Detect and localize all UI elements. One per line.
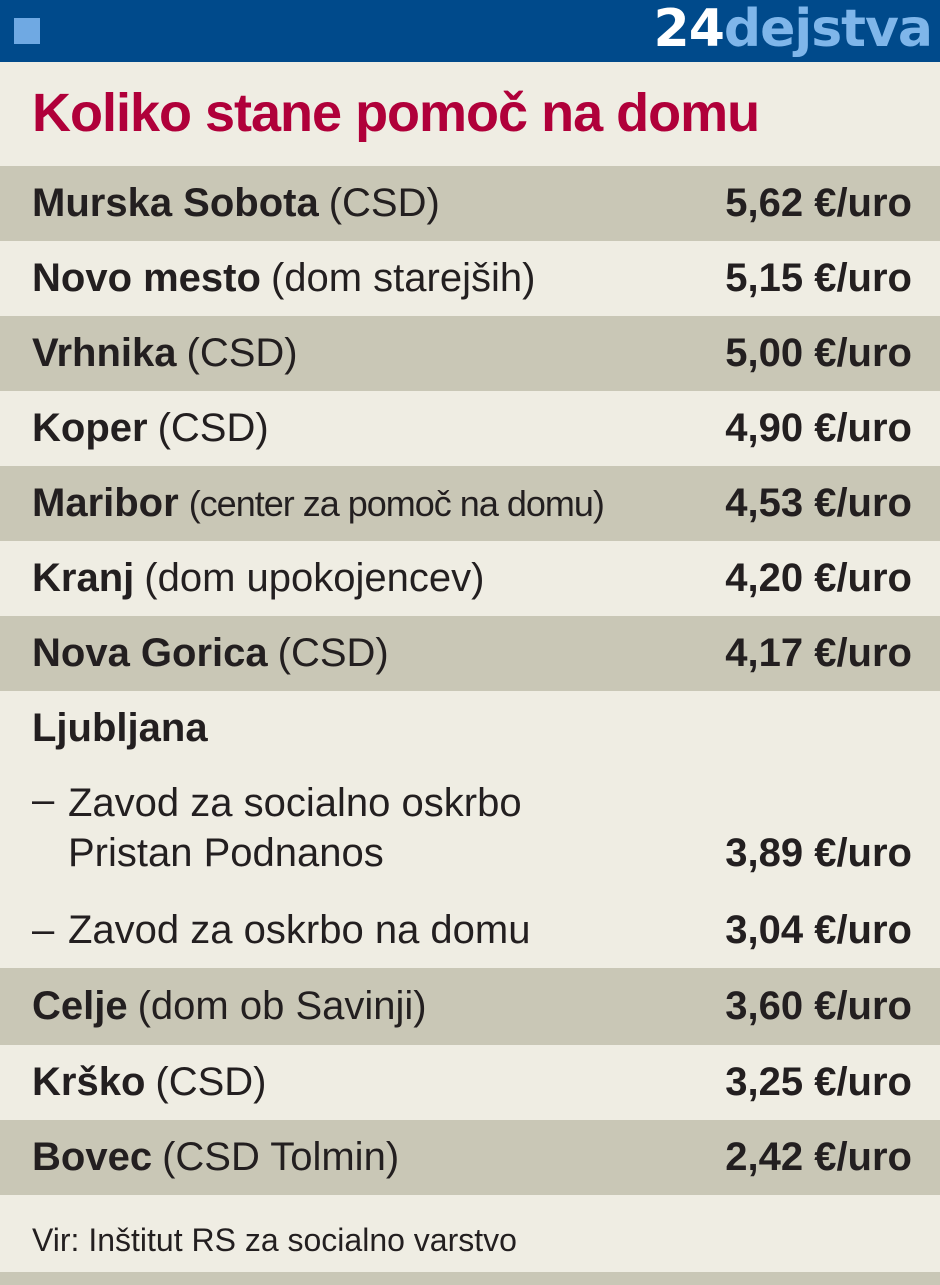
sub-label-line2: Pristan Podnanos (68, 831, 384, 875)
brand-number: 24 (653, 0, 725, 59)
city-label: Ljubljana (32, 706, 208, 750)
price-value: 5,00 €/uro (725, 331, 912, 375)
table-subrow: – Zavod za oskrbo na domu 3,04 €/uro (0, 893, 940, 968)
price-value: 5,62 €/uro (725, 181, 912, 225)
org-label: (CSD) (277, 631, 389, 675)
table-row: Bovec (CSD Tolmin) 2,42 €/uro (0, 1120, 940, 1195)
city-label: Koper (32, 406, 148, 450)
price-value: 3,04 €/uro (725, 908, 912, 952)
bottom-strip (0, 1272, 940, 1285)
price-value: 5,15 €/uro (725, 256, 912, 300)
sub-label-line1: Zavod za oskrbo na domu (68, 908, 531, 952)
header-bar: 24dejstva (0, 0, 940, 62)
org-label: (dom ob Savinji) (137, 984, 427, 1028)
org-label: (dom starejših) (270, 256, 536, 300)
table-row: Krško (CSD) 3,25 €/uro (0, 1045, 940, 1120)
table-row: Murska Sobota (CSD) 5,62 €/uro (0, 166, 940, 241)
dash-marker: – (32, 908, 55, 952)
city-label: Krško (32, 1060, 146, 1104)
header-square-icon (14, 18, 40, 44)
table-row: Novo mesto (dom starejših) 5,15 €/uro (0, 241, 940, 316)
table-row: Vrhnika (CSD) 5,00 €/uro (0, 316, 940, 391)
price-value: 4,17 €/uro (725, 631, 912, 675)
table-row: Nova Gorica (CSD) 4,17 €/uro (0, 616, 940, 691)
price-value: 3,25 €/uro (725, 1060, 912, 1104)
chart-title: Koliko stane pomoč na domu (32, 83, 760, 143)
table-row: Kranj (dom upokojencev) 4,20 €/uro (0, 541, 940, 616)
table-row-ljubljana: Ljubljana (0, 691, 940, 766)
price-value: 4,20 €/uro (725, 556, 912, 600)
price-value: 3,89 €/uro (725, 831, 912, 875)
brand-word: dejstva (723, 0, 933, 59)
brand-logo: 24dejstva (653, 0, 933, 64)
city-label: Celje (32, 984, 128, 1028)
dash-marker: – (32, 778, 55, 822)
price-value: 2,42 €/uro (725, 1135, 912, 1179)
source-note: Vir: Inštitut RS za socialno varstvo (32, 1222, 517, 1258)
org-label: (CSD) (328, 181, 440, 225)
sub-label-line1: Zavod za socialno oskrbo (68, 781, 522, 825)
table-row: Koper (CSD) 4,90 €/uro (0, 391, 940, 466)
table-subrow: – Zavod za socialno oskrbo Pristan Podna… (0, 778, 940, 878)
city-label: Bovec (32, 1135, 153, 1179)
city-label: Kranj (32, 556, 135, 600)
org-label: (CSD) (157, 406, 269, 450)
city-label: Novo mesto (32, 256, 261, 300)
org-label: (CSD) (186, 331, 298, 375)
city-label: Nova Gorica (32, 631, 268, 675)
city-label: Vrhnika (32, 331, 177, 375)
city-label: Maribor (32, 481, 179, 525)
price-value: 3,60 €/uro (725, 984, 912, 1028)
city-label: Murska Sobota (32, 181, 319, 225)
table-row: Maribor (center za pomoč na domu) 4,53 €/… (0, 466, 940, 541)
org-label: (CSD Tolmin) (162, 1135, 400, 1179)
org-label: (CSD) (155, 1060, 267, 1104)
price-value: 4,53 €/uro (725, 481, 912, 525)
org-label: (center za pomoč na domu) (188, 483, 605, 524)
org-label: (dom upokojencev) (144, 556, 485, 600)
price-value: 4,90 €/uro (725, 406, 912, 450)
table-row: Celje (dom ob Savinji) 3,60 €/uro (0, 968, 940, 1045)
